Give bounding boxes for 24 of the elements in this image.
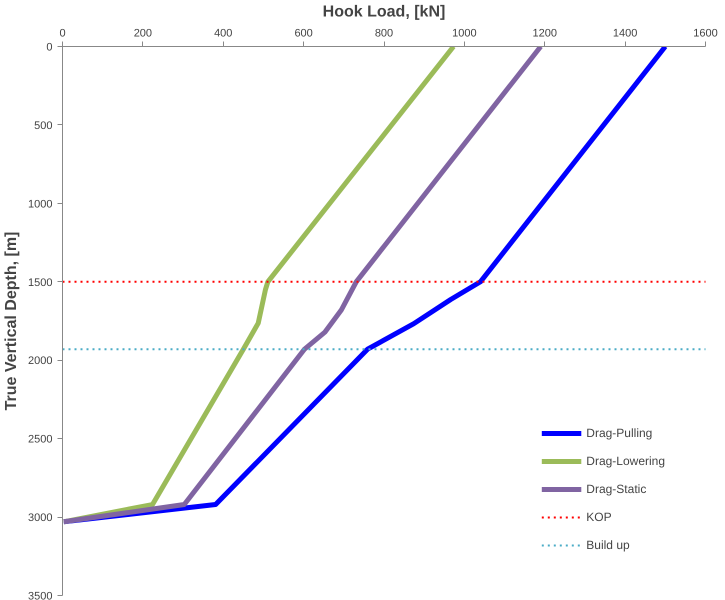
x-tick-label: 0	[59, 28, 66, 40]
y-tick-label: 2000	[28, 355, 53, 368]
y-tick-label: 3000	[28, 512, 53, 524]
legend-label: Drag-Lowering	[586, 454, 665, 468]
x-tick-label: 400	[214, 28, 232, 40]
x-tick-label: 200	[134, 28, 152, 40]
y-axis-title: True Vertical Depth, [m]	[3, 232, 20, 410]
y-tick-label: 1500	[28, 276, 53, 289]
x-tick-label: 1200	[532, 28, 557, 40]
legend-label: KOP	[586, 510, 612, 524]
y-tick-label: 500	[34, 120, 53, 132]
y-tick-label: 3500	[28, 590, 53, 600]
x-tick-label: 800	[374, 28, 394, 40]
legend-label: Drag-Pulling	[586, 426, 652, 440]
y-tick-label: 0	[46, 42, 53, 54]
x-axis-title: Hook Load, [kN]	[322, 4, 446, 20]
legend-label: Drag-Static	[586, 482, 646, 496]
x-tick-label: 600	[294, 28, 313, 40]
legend-label: Build up	[586, 538, 630, 552]
y-tick-label: 2500	[28, 434, 53, 446]
y-tick-label: 1000	[28, 198, 53, 210]
x-tick-label: 1600	[693, 28, 718, 40]
x-tick-label: 1000	[452, 28, 477, 40]
x-tick-label: 1400	[612, 28, 638, 40]
